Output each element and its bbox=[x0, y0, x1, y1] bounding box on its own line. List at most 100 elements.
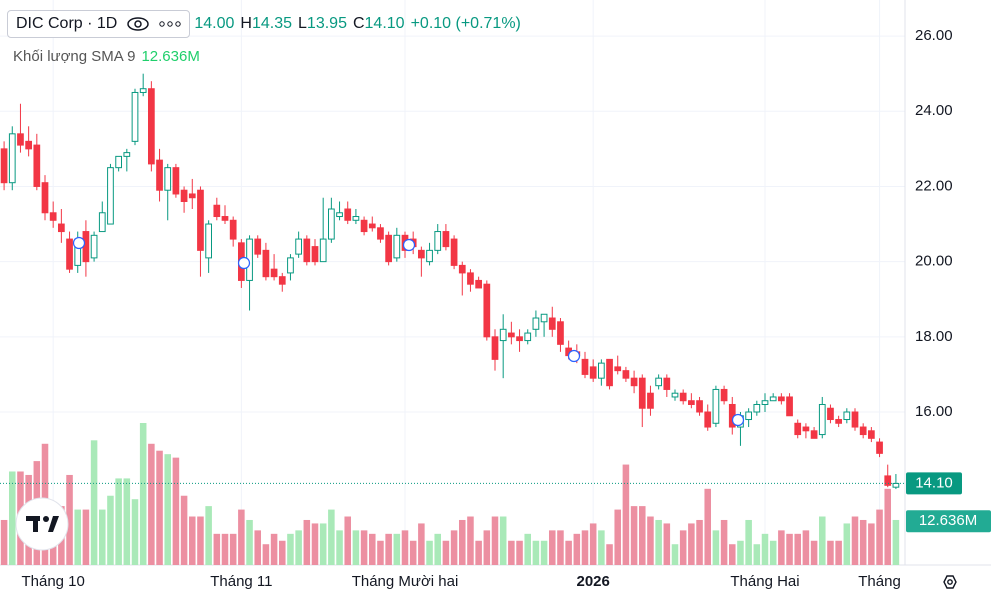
high-key: H bbox=[240, 15, 252, 32]
volume-bar bbox=[712, 530, 720, 565]
volume-bar bbox=[409, 540, 417, 565]
candle-body bbox=[761, 400, 769, 405]
candle-body bbox=[589, 366, 597, 379]
volume-bar bbox=[835, 540, 842, 565]
volume-bar bbox=[139, 423, 147, 565]
candle-body bbox=[671, 392, 679, 398]
candle-body bbox=[58, 223, 65, 233]
volume-bar bbox=[499, 516, 507, 565]
volume-sma-box bbox=[906, 510, 991, 533]
volume-bar bbox=[868, 523, 875, 565]
candle-body bbox=[262, 249, 270, 278]
volume-bar bbox=[679, 530, 687, 565]
volume-bar bbox=[655, 519, 662, 565]
volume-bar bbox=[426, 540, 433, 565]
tv-logo-bg bbox=[15, 497, 69, 551]
volume-bar bbox=[115, 478, 122, 565]
volume-bar bbox=[516, 540, 523, 565]
close-key: C bbox=[352, 15, 365, 32]
candle-body bbox=[172, 167, 180, 195]
candle-body bbox=[25, 140, 33, 150]
volume-bar bbox=[606, 544, 613, 565]
symbol-box[interactable]: DIC Corp · 1D bbox=[7, 10, 191, 38]
volume-bar bbox=[508, 540, 515, 565]
settings-icon[interactable] bbox=[943, 575, 957, 589]
volume-bar bbox=[459, 519, 466, 565]
candle-body bbox=[508, 332, 515, 338]
volume-bar bbox=[148, 443, 155, 565]
volume-bar bbox=[442, 540, 450, 565]
candle-body bbox=[393, 234, 401, 259]
volume-bar bbox=[729, 544, 736, 565]
volume-bar bbox=[892, 519, 900, 565]
candle-body bbox=[328, 208, 335, 240]
volume-bar bbox=[557, 530, 564, 565]
candle-body bbox=[467, 272, 474, 285]
candle-body bbox=[107, 167, 114, 225]
volume-bar bbox=[74, 509, 81, 565]
candle-body bbox=[49, 212, 57, 221]
volume-bar bbox=[810, 540, 818, 565]
volume-bar bbox=[630, 506, 638, 565]
volume-bar bbox=[581, 530, 589, 565]
candle-body bbox=[532, 317, 540, 330]
low-key: L bbox=[298, 15, 307, 32]
candle-body bbox=[148, 88, 155, 165]
volume-bar bbox=[475, 540, 482, 565]
volume-bar bbox=[205, 506, 212, 565]
x-tick-label: Tháng bbox=[858, 573, 901, 590]
tv-logo bbox=[15, 497, 69, 551]
candle-body bbox=[483, 283, 491, 338]
candle-body bbox=[540, 313, 548, 323]
candle-body bbox=[794, 422, 802, 436]
volume-bar bbox=[401, 530, 409, 565]
volume-bar bbox=[99, 509, 106, 565]
candle-body bbox=[786, 396, 793, 417]
candle-body bbox=[884, 475, 892, 486]
volume-bar bbox=[663, 523, 671, 565]
candle-body bbox=[647, 392, 654, 409]
candle-body bbox=[303, 238, 311, 263]
candle-body bbox=[426, 249, 433, 263]
candle-body bbox=[188, 193, 196, 199]
volume-bar bbox=[843, 523, 851, 565]
candle-body bbox=[868, 430, 875, 439]
volume-bar bbox=[434, 533, 441, 565]
y-tick-label: 18.00 bbox=[915, 328, 953, 345]
volume-bar bbox=[786, 533, 793, 565]
y-tick-label: 26.00 bbox=[915, 27, 953, 44]
candle-body bbox=[377, 227, 384, 240]
volume-bar bbox=[589, 523, 597, 565]
x-tick-label: Tháng Mười hai bbox=[352, 573, 459, 590]
volume-bar bbox=[418, 523, 425, 565]
candle-body bbox=[115, 155, 123, 169]
eye-icon[interactable] bbox=[127, 17, 150, 31]
volume-bar bbox=[66, 474, 73, 565]
change-value: +0.10 (+0.71%) bbox=[410, 15, 521, 32]
candle-body bbox=[450, 238, 458, 266]
candle-body bbox=[753, 403, 761, 413]
volume-bar bbox=[180, 495, 188, 565]
volume-bar bbox=[90, 440, 98, 565]
y-tick-label: 22.00 bbox=[915, 177, 953, 194]
candle-body bbox=[336, 212, 343, 218]
candle-body bbox=[352, 216, 360, 221]
volume-bar bbox=[319, 523, 327, 565]
volume-bar bbox=[549, 530, 556, 565]
candle-body bbox=[221, 216, 229, 221]
candle-body bbox=[606, 358, 613, 387]
candle-body bbox=[655, 377, 662, 387]
more-icon[interactable] bbox=[159, 20, 182, 28]
candle-body bbox=[696, 400, 703, 413]
volume-bar bbox=[769, 540, 777, 565]
y-tick-label: 24.00 bbox=[915, 102, 953, 119]
candle-body bbox=[778, 396, 785, 402]
volume-bar bbox=[704, 488, 711, 565]
candle-body bbox=[876, 441, 883, 454]
volume-bar bbox=[540, 540, 548, 565]
volume-bar bbox=[647, 516, 654, 565]
candle-body bbox=[368, 223, 376, 229]
x-tick-label: Tháng 11 bbox=[210, 573, 272, 590]
volume-bar bbox=[565, 540, 572, 565]
